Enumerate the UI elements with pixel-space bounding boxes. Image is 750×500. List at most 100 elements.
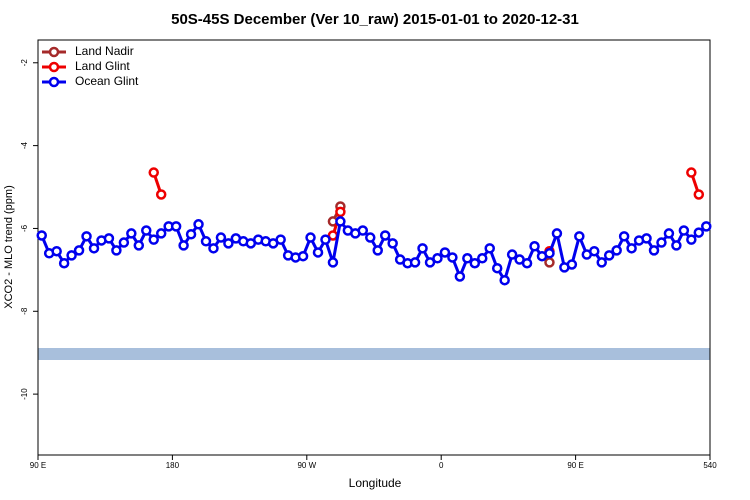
data-point bbox=[81, 231, 92, 242]
data-point bbox=[477, 253, 488, 264]
data-point bbox=[574, 231, 585, 242]
data-point bbox=[335, 206, 346, 218]
x-tick-label: 540 bbox=[703, 461, 717, 470]
data-point bbox=[133, 240, 145, 251]
data-point bbox=[111, 245, 122, 256]
chart-title: 50S-45S December (Ver 10_raw) 2015-01-01… bbox=[171, 11, 579, 28]
data-point bbox=[686, 167, 697, 178]
data-point bbox=[320, 234, 331, 245]
data-point bbox=[686, 234, 697, 245]
y-tick-label: -2 bbox=[20, 59, 29, 67]
legend-marker bbox=[48, 46, 60, 58]
plot-frame bbox=[37, 39, 711, 456]
data-point bbox=[155, 189, 167, 200]
data-point bbox=[544, 257, 555, 268]
data-point bbox=[327, 257, 339, 268]
data-point bbox=[671, 240, 682, 251]
data-point bbox=[506, 249, 518, 260]
data-point bbox=[491, 262, 503, 274]
data-point bbox=[178, 240, 189, 251]
data-point bbox=[596, 257, 607, 268]
data-point bbox=[424, 257, 436, 268]
data-point bbox=[58, 257, 70, 269]
data-point bbox=[462, 253, 473, 264]
data-point bbox=[626, 243, 637, 254]
data-point bbox=[432, 253, 443, 264]
data-point bbox=[185, 228, 197, 240]
x-tick-label: 90 E bbox=[30, 461, 46, 470]
legend-marker bbox=[48, 76, 60, 88]
data-point bbox=[439, 247, 451, 258]
data-point bbox=[335, 216, 346, 227]
data-point bbox=[73, 245, 85, 256]
data-point bbox=[357, 225, 369, 236]
data-point bbox=[469, 257, 481, 269]
data-point bbox=[529, 241, 540, 252]
data-point bbox=[544, 248, 555, 259]
legend-marker bbox=[48, 61, 60, 73]
data-point bbox=[589, 245, 600, 257]
data-point bbox=[693, 189, 705, 200]
data-point bbox=[312, 247, 324, 258]
data-point bbox=[648, 245, 660, 256]
data-point bbox=[36, 230, 47, 241]
y-axis-label: XCO2 - MLO trend (ppm) bbox=[3, 185, 15, 308]
data-point bbox=[693, 227, 705, 238]
data-point bbox=[521, 257, 533, 269]
data-point bbox=[447, 252, 458, 263]
data-point bbox=[305, 232, 316, 243]
data-point bbox=[208, 243, 219, 254]
data-point bbox=[551, 228, 563, 239]
data-point bbox=[118, 237, 130, 248]
data-point bbox=[126, 228, 137, 239]
data-point bbox=[200, 236, 212, 247]
data-point bbox=[701, 221, 712, 232]
data-point bbox=[170, 221, 182, 232]
data-point bbox=[103, 233, 115, 244]
data-point bbox=[499, 274, 510, 286]
data-point bbox=[141, 225, 152, 236]
data-point bbox=[372, 245, 383, 256]
data-point bbox=[215, 232, 227, 243]
data-point bbox=[365, 232, 376, 243]
data-point bbox=[66, 250, 77, 261]
x-tick-label: 0 bbox=[439, 461, 444, 470]
data-point bbox=[193, 219, 204, 230]
y-tick-label: -8 bbox=[20, 307, 29, 315]
data-point bbox=[566, 259, 578, 270]
y-tick-label: -10 bbox=[20, 388, 29, 400]
data-point bbox=[387, 238, 398, 249]
data-point bbox=[484, 243, 495, 254]
data-point bbox=[409, 257, 421, 268]
x-tick-label: 90 W bbox=[297, 461, 316, 470]
y-tick-label: -4 bbox=[20, 142, 29, 150]
data-point bbox=[454, 271, 466, 282]
legend-label: Land Glint bbox=[75, 59, 130, 73]
data-point bbox=[51, 245, 62, 257]
data-point bbox=[656, 237, 667, 248]
legend-label: Land Nadir bbox=[75, 44, 134, 58]
data-point bbox=[223, 238, 234, 249]
data-point bbox=[603, 250, 615, 261]
data-point bbox=[618, 231, 630, 242]
y-tick-label: -6 bbox=[20, 224, 29, 232]
data-point bbox=[155, 228, 167, 239]
data-point bbox=[275, 234, 286, 245]
data-point bbox=[379, 230, 391, 241]
data-point bbox=[88, 243, 100, 254]
data-point bbox=[148, 167, 159, 178]
data-point bbox=[663, 228, 675, 239]
x-tick-label: 90 E bbox=[567, 461, 583, 470]
x-tick-label: 180 bbox=[166, 461, 180, 470]
data-point bbox=[148, 234, 159, 245]
data-point bbox=[611, 245, 622, 256]
x-axis-label: Longitude bbox=[349, 476, 402, 490]
coverage-band bbox=[38, 348, 710, 360]
legend-label: Ocean Glint bbox=[75, 74, 139, 88]
data-point bbox=[641, 233, 652, 244]
data-point bbox=[297, 250, 309, 262]
data-point bbox=[417, 243, 428, 254]
data-point bbox=[678, 225, 690, 236]
